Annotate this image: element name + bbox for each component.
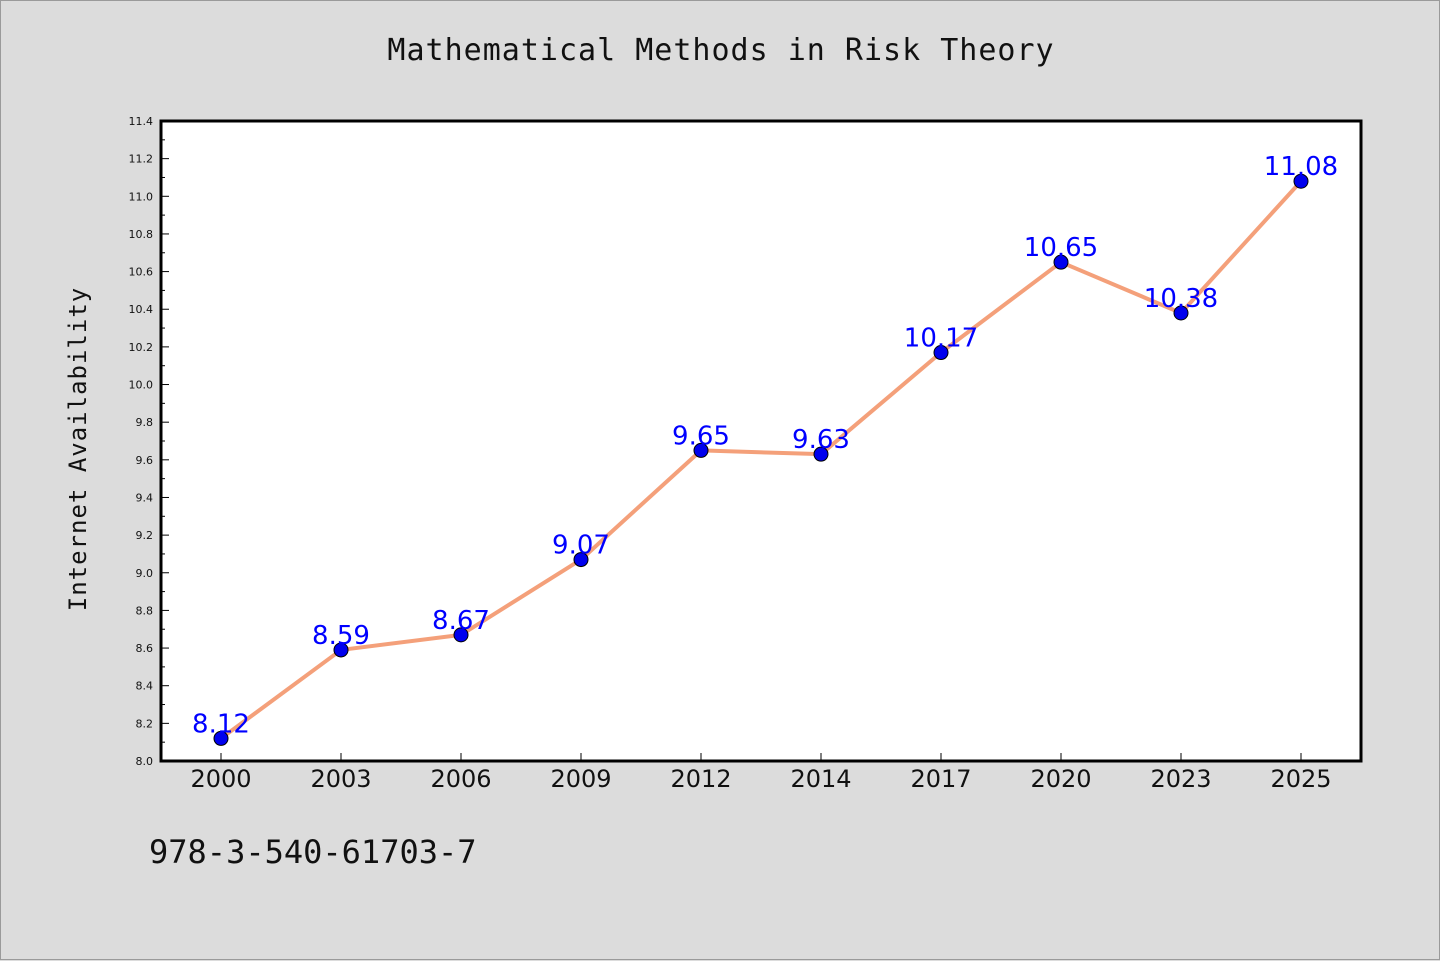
x-tick-label: 2003 (310, 765, 371, 793)
data-label: 11.08 (1264, 152, 1338, 182)
y-tick-label: 10.0 (129, 379, 154, 392)
y-axis: 8.0 8.2 8.4 8.6 8.8 9.0 9.2 9.4 9.6 9.8 10.0 10.2 10… (129, 115, 169, 768)
data-points (213, 173, 1309, 746)
y-tick-label: 9.4 (136, 491, 154, 504)
y-tick-label: 10.6 (129, 266, 154, 279)
y-tick-label: 11.0 (129, 190, 154, 203)
data-labels: 8.12 8.59 8.67 9.07 9.65 9.63 10.17 10.65 10.38 1… (192, 152, 1338, 739)
x-tick-label: 2009 (550, 765, 611, 793)
x-tick-label: 2017 (910, 765, 971, 793)
data-label: 10.17 (904, 324, 978, 354)
x-tick-label: 2023 (1150, 765, 1211, 793)
data-point (693, 442, 709, 458)
x-tick-label: 2012 (670, 765, 731, 793)
plot-area (159, 119, 1363, 763)
x-tick-label: 2006 (430, 765, 491, 793)
x-tick-label: 2000 (190, 765, 251, 793)
series-line (219, 179, 1303, 741)
data-label: 8.59 (312, 621, 370, 651)
data-point (213, 730, 229, 746)
y-tick-label: 10.2 (129, 341, 154, 354)
y-tick-label: 8.4 (136, 680, 154, 693)
x-tick-label: 2014 (790, 765, 851, 793)
data-point (1053, 254, 1069, 270)
y-tick-label: 9.0 (136, 567, 154, 580)
series-line-path (219, 179, 1303, 741)
y-tick-label: 10.8 (129, 228, 154, 241)
y-tick-label: 8.6 (136, 642, 154, 655)
data-point (573, 552, 589, 568)
x-axis: 2000 2003 2006 2009 2012 2014 2017 2020 2023 2025 (190, 753, 1332, 793)
data-label: 9.65 (672, 421, 730, 451)
data-label: 10.38 (1144, 284, 1218, 314)
isbn-code: 978-3-540-61703-7 (149, 833, 477, 871)
data-point (453, 627, 469, 643)
y-tick-label: 11.2 (129, 153, 154, 166)
y-tick-label: 8.8 (136, 604, 154, 617)
data-point (1173, 305, 1189, 321)
y-tick-label: 8.0 (136, 755, 154, 768)
data-label: 10.65 (1024, 233, 1098, 263)
y-axis-label: Internet Availability (64, 287, 92, 611)
x-tick-label: 2025 (1270, 765, 1331, 793)
data-point (933, 345, 949, 361)
y-tick-label: 10.4 (129, 303, 154, 316)
data-label: 8.67 (432, 606, 490, 636)
data-label: 9.07 (552, 531, 610, 561)
y-tick-label: 8.2 (136, 717, 154, 730)
data-point (333, 642, 349, 658)
chart-title: Mathematical Methods in Risk Theory (387, 33, 1055, 68)
data-point (1293, 173, 1309, 189)
y-tick-label: 9.6 (136, 454, 154, 467)
data-point (813, 446, 829, 462)
y-tick-label: 9.2 (136, 529, 154, 542)
data-label: 8.12 (192, 709, 250, 739)
y-tick-label: 9.8 (136, 416, 154, 429)
y-tick-label: 11.4 (129, 115, 154, 128)
x-tick-label: 2020 (1030, 765, 1091, 793)
data-label: 9.63 (792, 425, 850, 455)
